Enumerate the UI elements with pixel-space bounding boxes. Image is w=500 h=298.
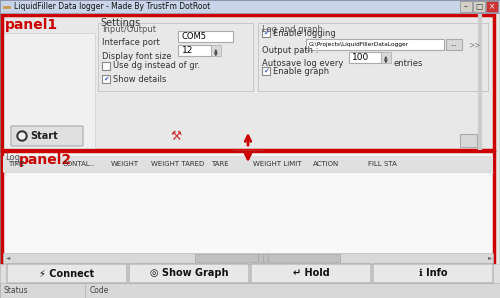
Text: –: – <box>464 2 468 11</box>
Text: ▼: ▼ <box>214 51 218 56</box>
FancyBboxPatch shape <box>178 31 233 42</box>
Text: COM5: COM5 <box>182 32 207 41</box>
FancyBboxPatch shape <box>262 29 270 37</box>
Text: panel1: panel1 <box>5 18 58 32</box>
FancyBboxPatch shape <box>129 264 249 283</box>
FancyBboxPatch shape <box>446 39 462 50</box>
FancyBboxPatch shape <box>251 264 371 283</box>
FancyBboxPatch shape <box>460 134 477 147</box>
Circle shape <box>19 133 25 139</box>
FancyBboxPatch shape <box>195 254 340 262</box>
FancyBboxPatch shape <box>349 52 381 63</box>
Text: Show details: Show details <box>113 74 166 83</box>
Circle shape <box>17 131 27 141</box>
Text: Autosave log every: Autosave log every <box>262 59 344 68</box>
Text: ►: ► <box>488 255 492 260</box>
Text: FILL STA: FILL STA <box>368 161 397 167</box>
Text: Log and graph: Log and graph <box>262 25 323 34</box>
FancyBboxPatch shape <box>11 126 83 146</box>
FancyBboxPatch shape <box>0 0 500 13</box>
Text: ℹ Info: ℹ Info <box>419 268 448 279</box>
FancyBboxPatch shape <box>306 39 444 50</box>
FancyBboxPatch shape <box>102 62 110 70</box>
Text: >>: >> <box>468 41 480 49</box>
FancyBboxPatch shape <box>2 15 494 150</box>
Text: ⚡ Connect: ⚡ Connect <box>40 268 94 279</box>
Text: Log: Log <box>5 153 20 162</box>
FancyBboxPatch shape <box>0 264 500 283</box>
Text: CONTAL..: CONTAL.. <box>63 161 95 167</box>
Text: ✔: ✔ <box>263 68 269 74</box>
Text: G:\Projects\LiquidFillerDataLogger: G:\Projects\LiquidFillerDataLogger <box>309 42 409 47</box>
Text: ▲: ▲ <box>384 54 388 59</box>
Text: Status: Status <box>4 286 28 295</box>
FancyBboxPatch shape <box>2 151 494 266</box>
Text: ◄: ◄ <box>6 255 10 260</box>
FancyBboxPatch shape <box>178 45 211 56</box>
Text: panel2: panel2 <box>19 153 72 167</box>
FancyBboxPatch shape <box>486 1 498 12</box>
Text: entries: entries <box>394 59 424 68</box>
Text: Enable logging: Enable logging <box>273 29 336 38</box>
FancyBboxPatch shape <box>3 253 493 263</box>
Text: ▲: ▲ <box>214 47 218 52</box>
FancyBboxPatch shape <box>4 33 95 148</box>
Text: Interface port: Interface port <box>102 38 160 47</box>
FancyBboxPatch shape <box>102 75 110 83</box>
Text: WEIGHT TARED: WEIGHT TARED <box>151 161 204 167</box>
Text: WEIGHT LIMIT: WEIGHT LIMIT <box>253 161 302 167</box>
Text: TIME: TIME <box>8 161 24 167</box>
Text: Input/Output: Input/Output <box>102 25 156 34</box>
FancyBboxPatch shape <box>3 156 493 172</box>
Text: LiquidFiller Data logger - Made By TrustFm DotRoot: LiquidFiller Data logger - Made By Trust… <box>14 2 210 11</box>
Text: ✔: ✔ <box>263 30 269 36</box>
Text: ◎ Show Graph: ◎ Show Graph <box>150 268 228 279</box>
FancyBboxPatch shape <box>211 45 221 56</box>
Text: Start: Start <box>30 131 58 141</box>
Text: Output path :: Output path : <box>262 46 318 55</box>
Text: ▼: ▼ <box>384 58 388 63</box>
Text: ×: × <box>489 2 495 11</box>
Text: ↵ Hold: ↵ Hold <box>292 268 330 279</box>
Text: Use dg instead of gr.: Use dg instead of gr. <box>113 61 200 71</box>
FancyBboxPatch shape <box>381 52 391 63</box>
Text: 12: 12 <box>182 46 194 55</box>
Text: 100: 100 <box>352 53 369 62</box>
Text: WEIGHT: WEIGHT <box>111 161 139 167</box>
Text: ACTION: ACTION <box>313 161 339 167</box>
Text: ✔: ✔ <box>103 76 109 82</box>
FancyBboxPatch shape <box>473 1 485 12</box>
Text: Enable graph: Enable graph <box>273 66 329 75</box>
FancyBboxPatch shape <box>0 283 500 298</box>
Text: Settings: Settings <box>100 18 140 28</box>
FancyBboxPatch shape <box>460 1 472 12</box>
Text: Display font size: Display font size <box>102 52 172 61</box>
Text: □: □ <box>476 2 482 11</box>
FancyBboxPatch shape <box>373 264 493 283</box>
Text: ...: ... <box>450 41 458 47</box>
Text: ⚒: ⚒ <box>170 130 181 143</box>
Text: TARE: TARE <box>211 161 228 167</box>
FancyBboxPatch shape <box>262 67 270 75</box>
Text: Code: Code <box>90 286 110 295</box>
FancyBboxPatch shape <box>7 264 127 283</box>
